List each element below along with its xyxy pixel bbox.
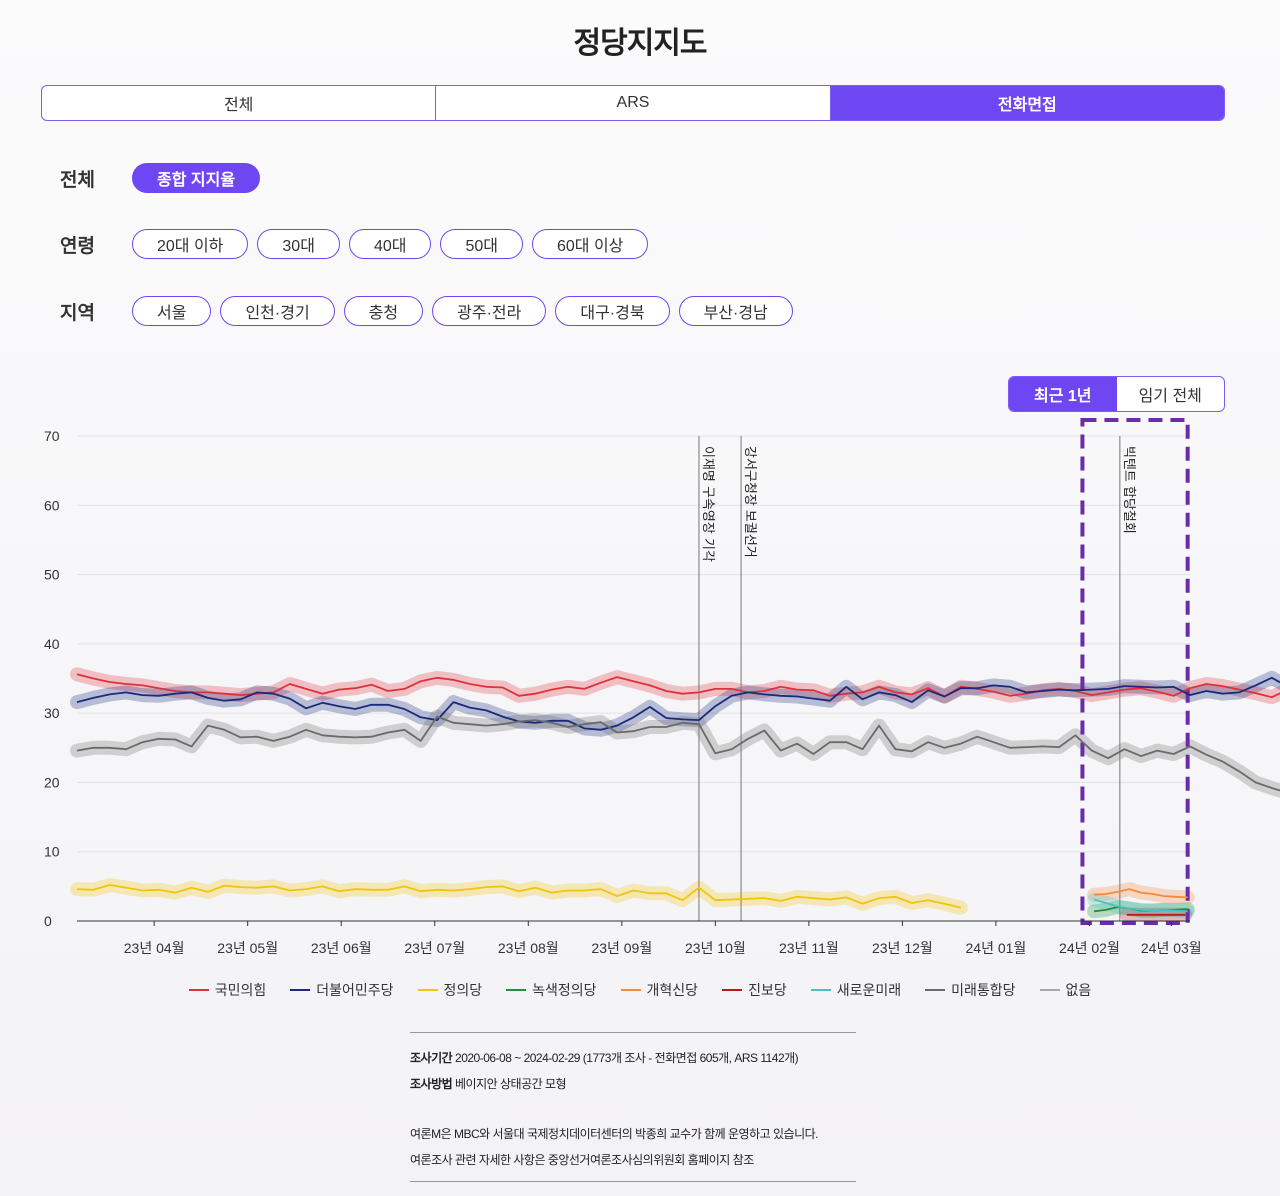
filter-row-age: 연령 20대 이하 30대 40대 50대 60대 이상 (60, 229, 657, 259)
highlight-box (1080, 418, 1190, 925)
y-tick-label: 60 (44, 497, 60, 513)
legend-swatch (810, 989, 831, 991)
legend-label: 더불어민주당 (316, 982, 394, 998)
tab-ars[interactable]: ARS (436, 86, 831, 120)
filter-row-overall: 전체 종합 지지율 (60, 163, 269, 193)
filter-age-40s[interactable]: 40대 (348, 229, 432, 259)
filter-age-20s[interactable]: 20대 이하 (132, 229, 249, 259)
event-label: 강서구청장 보궐선거 (742, 446, 757, 558)
legend-label: 녹색정의당 (532, 982, 597, 998)
legend-item: 새로운미래 (810, 980, 902, 1000)
range-toggle: 최근 1년 임기 전체 (1008, 376, 1225, 412)
page-title: 정당지지도 (573, 27, 708, 60)
legend-item: 더불어민주당 (290, 980, 394, 1000)
survey-notes: 조사기간 2020-06-08 ~ 2024-02-29 (1773개 조사 -… (410, 1032, 856, 1182)
filter-region-chungcheong[interactable]: 충청 (343, 296, 424, 326)
filter-region-daegu-gyeongbuk[interactable]: 대구·경북 (555, 296, 670, 326)
period-label: 조사기간 (410, 1051, 453, 1065)
filter-label-region: 지역 (60, 302, 95, 324)
filter-age-60s[interactable]: 60대 이상 (532, 229, 649, 259)
x-tick-label: 23년 06월 (311, 940, 372, 956)
y-tick-label: 40 (44, 636, 60, 652)
legend-label: 개혁신당 (646, 982, 699, 998)
filter-region-gwangju-jeolla[interactable]: 광주·전라 (432, 296, 547, 326)
x-tick-label: 23년 04월 (124, 940, 185, 956)
legend-item: 녹색정의당 (506, 980, 597, 1000)
legend-swatch (188, 989, 209, 991)
filter-label-age: 연령 (60, 235, 95, 257)
y-tick-label: 70 (44, 428, 60, 444)
filter-region-seoul[interactable]: 서울 (132, 296, 212, 326)
legend-label: 국민의힘 (214, 982, 267, 998)
x-tick-label: 23년 09월 (591, 940, 652, 956)
x-tick-label: 23년 11월 (779, 940, 839, 956)
legend-swatch (620, 989, 641, 991)
legend-item: 국민의힘 (188, 980, 267, 1000)
legend-item: 개혁신당 (620, 980, 699, 1000)
legend-swatch (722, 989, 743, 991)
range-recent-1-year[interactable]: 최근 1년 (1009, 377, 1117, 411)
legend-swatch (1039, 989, 1060, 991)
chart-legend: 국민의힘 더불어민주당 정의당 녹색정의당 개혁신당 진보당 새로운미래 미래통합당 없음 (0, 980, 1280, 1000)
y-tick-label: 30 (44, 705, 60, 721)
filter-age-50s[interactable]: 50대 (440, 229, 523, 259)
period-value: 2020-06-08 ~ 2024-02-29 (1773개 조사 - 전화면접… (455, 1051, 799, 1065)
party-support-chart: 이재명 구속영장 기각 강서구청장 보궐선거 빅텐트 합당철회 0 10 20 30 40 5… (44, 418, 1280, 956)
legend-label: 진보당 (748, 982, 787, 998)
series-line (76, 676, 1280, 731)
y-tick-label: 20 (44, 774, 60, 790)
tab-all[interactable]: 전체 (42, 86, 437, 120)
series-line (1093, 898, 1188, 913)
filter-region-incheon-gyeonggi[interactable]: 인천·경기 (220, 296, 335, 326)
series-band (70, 709, 1280, 798)
series-line (76, 673, 1280, 699)
filter-overall-support[interactable]: 종합 지지율 (132, 163, 261, 193)
x-tick-label: 23년 05월 (217, 940, 278, 956)
x-tick-label: 24년 01월 (966, 940, 1027, 956)
series-band (70, 878, 968, 915)
legend-item: 없음 (1039, 980, 1092, 1000)
series-line (76, 884, 962, 909)
y-tick-label: 10 (44, 844, 60, 860)
filter-row-region: 지역 서울 인천·경기 충청 광주·전라 대구·경북 부산·경남 (60, 296, 802, 326)
legend-swatch (925, 989, 946, 991)
legend-label: 미래통합당 (951, 982, 1016, 998)
legend-swatch (290, 989, 311, 991)
x-tick-label: 23년 10월 (685, 940, 746, 956)
x-tick-label: 23년 12월 (872, 940, 933, 956)
event-label: 빅텐트 합당철회 (1121, 446, 1136, 534)
legend-label: 새로운미래 (836, 982, 902, 998)
x-tick-label: 24년 02월 (1059, 940, 1120, 956)
legend-swatch (417, 989, 438, 991)
range-full-term[interactable]: 임기 전체 (1138, 388, 1202, 405)
legend-swatch (506, 989, 527, 991)
legend-label: 정의당 (443, 982, 483, 998)
y-tick-label: 0 (44, 913, 52, 929)
method-label: 조사방법 (410, 1077, 453, 1091)
y-tick-label: 50 (44, 567, 60, 583)
legend-item: 미래통합당 (925, 980, 1016, 1000)
notes-line-reference: 여론조사 관련 자세한 사항은 중앙선거여론조사심의위원회 홈페이지 참조 (410, 1153, 754, 1167)
series-line (1094, 888, 1188, 899)
x-tick-label: 24년 03월 (1141, 940, 1202, 956)
tab-phone-interview[interactable]: 전화면접 (830, 86, 1224, 120)
event-label: 이재명 구속영장 기각 (700, 446, 715, 562)
series-line (76, 715, 1280, 792)
legend-item: 정의당 (417, 980, 483, 1000)
legend-label: 없음 (1065, 982, 1092, 998)
x-tick-label: 23년 08월 (498, 940, 559, 956)
x-tick-label: 23년 07월 (404, 940, 465, 956)
survey-mode-tabs: 전체 ARS 전화면접 (41, 85, 1225, 121)
filter-age-30s[interactable]: 30대 (257, 229, 340, 259)
filter-label-overall: 전체 (60, 169, 95, 191)
method-value: 베이지안 상태공간 모형 (455, 1077, 567, 1091)
notes-line-operator: 여론M은 MBC와 서울대 국제정치데이터센터의 박종희 교수가 함께 운영하고… (410, 1127, 819, 1141)
filter-region-busan-gyeongnam[interactable]: 부산·경남 (678, 296, 793, 326)
legend-item: 진보당 (722, 980, 787, 1000)
